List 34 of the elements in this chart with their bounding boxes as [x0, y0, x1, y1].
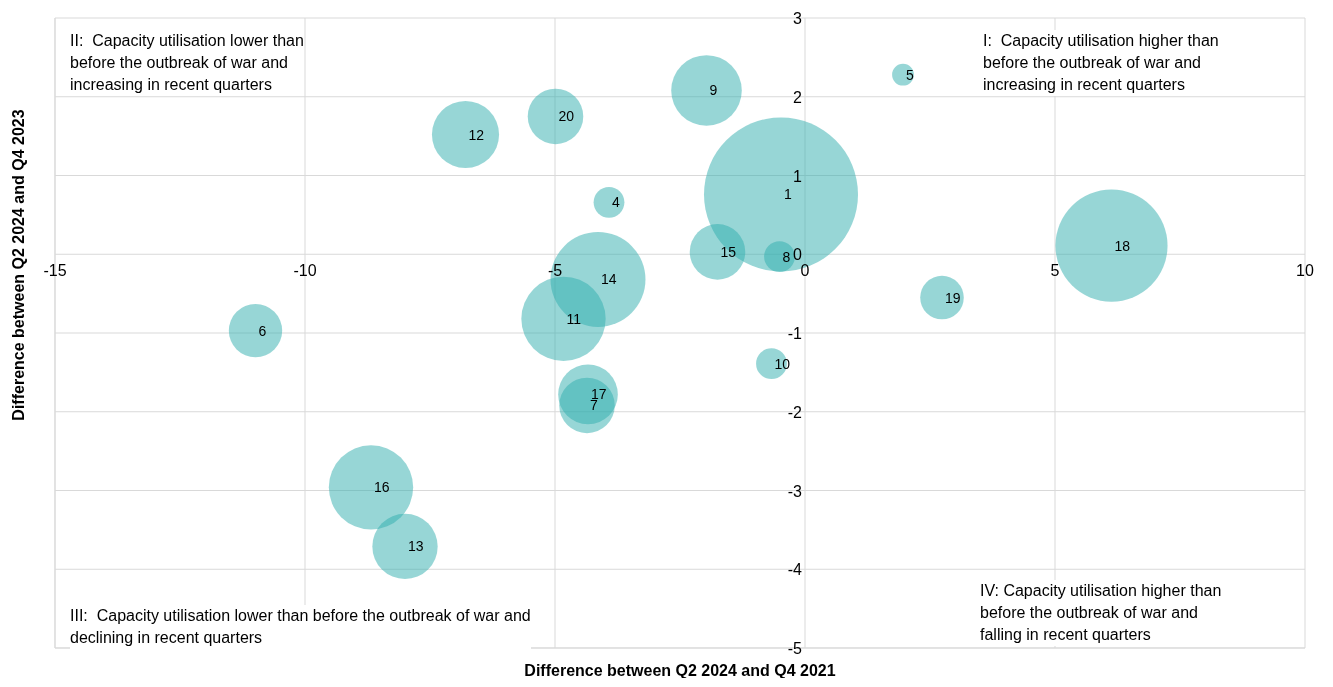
annotation: 13: [408, 538, 424, 555]
y-tick-label: 3: [793, 10, 803, 27]
annotation: 11: [566, 310, 582, 327]
annotation: 20: [558, 108, 575, 125]
x-tick-label: -5: [547, 262, 563, 280]
annotation: 10: [774, 355, 791, 372]
annotation: 6: [258, 322, 267, 339]
y-tick-label: 0: [793, 246, 803, 264]
annotation: 4: [612, 194, 620, 211]
annotation: I: Capacity utilisation higher than before the outbreak of war and increasing in recent quarters: [983, 30, 1219, 96]
annotation: 16: [374, 479, 390, 496]
annotation: 8: [782, 248, 791, 265]
annotation: III: Capacity utilisation lower than before the outbreak of war and declining in recent quarters: [70, 605, 531, 649]
annotation: 18: [1114, 237, 1131, 254]
y-tick-label: -5: [787, 640, 803, 657]
y-tick-label: -1: [787, 325, 803, 342]
x-tick-label: -15: [43, 262, 67, 280]
y-tick-label: -4: [787, 561, 803, 579]
annotation: 15: [720, 243, 737, 260]
annotation: IV: Capacity utilisation higher than before the outbreak of war and falling in recent quarters: [980, 580, 1222, 646]
x-tick-label: 5: [1050, 262, 1060, 280]
annotation: 14: [601, 271, 617, 288]
annotation: 9: [709, 82, 718, 99]
annotation: 5: [906, 66, 914, 83]
x-tick-label: 10: [1296, 262, 1314, 280]
y-tick-label: 1: [793, 167, 803, 185]
y-tick-label: -2: [787, 403, 803, 421]
annotation: 19: [945, 289, 961, 306]
y-tick-label: 2: [793, 88, 803, 106]
y-axis-title: Difference between Q2 2024 and Q4 2023: [10, 109, 27, 421]
annotation: II: Capacity utilisation lower than before the outbreak of war and increasing in recent quarters: [70, 30, 304, 96]
annotation: 12: [468, 126, 485, 143]
y-tick-label: -3: [787, 482, 803, 500]
x-tick-label: -10: [293, 262, 317, 280]
